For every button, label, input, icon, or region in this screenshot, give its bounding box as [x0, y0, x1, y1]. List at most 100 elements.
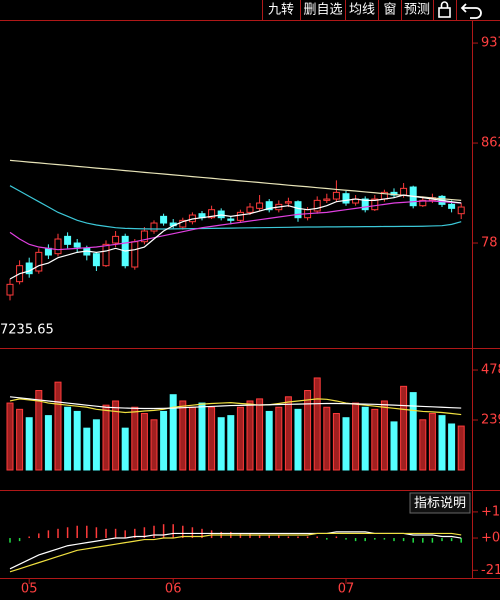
volume-bar: [6, 402, 14, 471]
candle-body: [179, 219, 187, 228]
candle-body: [332, 191, 340, 200]
candle-body: [54, 238, 62, 255]
ma-line: [9, 194, 462, 280]
candle-body: [265, 201, 273, 211]
candle-body: [160, 215, 168, 224]
candle-body: [227, 218, 235, 221]
volume-bar: [64, 406, 72, 471]
candle-body: [208, 209, 216, 219]
ma-line: [9, 532, 462, 573]
candle-body: [131, 241, 139, 268]
candle-body: [112, 235, 120, 244]
lock-icon[interactable]: [438, 1, 451, 18]
x-tick-label: 07: [338, 582, 355, 597]
candle-body: [217, 210, 225, 219]
volume-bar: [419, 419, 427, 471]
button-label[interactable]: 指标说明: [414, 496, 466, 511]
volume-bar: [246, 400, 254, 471]
candle-body: [256, 202, 264, 209]
candle-body: [342, 193, 350, 204]
candle-body: [25, 262, 33, 275]
volume-bar: [188, 406, 196, 471]
volume-bar: [400, 385, 408, 471]
volume-bar: [428, 413, 436, 471]
volume-bar: [35, 390, 43, 471]
volume-bar: [352, 402, 360, 471]
ma-line: [9, 398, 462, 416]
toolbar-button[interactable]: 均线: [349, 3, 375, 18]
toolbar-button[interactable]: 删自选: [303, 3, 342, 18]
volume-bar: [83, 427, 91, 471]
volume-bar: [140, 413, 148, 471]
volume-bar: [304, 390, 312, 471]
volume-bar: [198, 402, 206, 471]
candle-body: [313, 199, 321, 212]
y-tick-label: 937: [481, 36, 500, 51]
y-tick-label: 478: [481, 363, 500, 378]
candle-body: [150, 222, 158, 232]
candle-body: [400, 187, 408, 196]
candle-body: [92, 253, 100, 267]
toolbar: 九转 删自选 均线 窗 预测: [268, 2, 430, 18]
volume-bar: [390, 421, 398, 471]
low-annotation: 7235.65: [0, 323, 54, 338]
frame: [0, 0, 500, 579]
y-tick-label: +0: [481, 531, 500, 546]
volume-bar: [371, 408, 379, 471]
volume-bar: [169, 394, 177, 471]
ma-line: [9, 200, 462, 251]
x-tick-label: 05: [21, 582, 38, 597]
candle-body: [448, 203, 456, 209]
volume-bar: [227, 415, 235, 471]
toolbar-button[interactable]: 窗: [383, 2, 396, 18]
candle-body: [294, 201, 302, 219]
candle-body: [6, 283, 14, 296]
volume-bar: [265, 410, 273, 471]
y-tick-label: +1: [481, 504, 500, 519]
candle-body: [419, 199, 427, 207]
candle-body: [35, 251, 43, 272]
candle-body: [73, 242, 81, 248]
volume-bar: [131, 406, 139, 471]
toolbar-button[interactable]: 预测: [404, 3, 430, 18]
volume-bar: [102, 404, 110, 471]
volume-bar: [342, 417, 350, 471]
candle-body: [102, 243, 110, 267]
volume-bar: [112, 400, 120, 471]
volume-bar: [409, 392, 417, 471]
x-tick-label: 06: [165, 582, 182, 597]
y-tick-label: 78: [481, 236, 498, 251]
candle-body: [236, 211, 244, 221]
candle-body: [246, 206, 254, 213]
ma-line: [9, 159, 462, 201]
volume-bar: [294, 408, 302, 471]
volume-bar: [438, 415, 446, 471]
volume-bar: [457, 425, 465, 471]
volume-bar: [284, 396, 292, 471]
volume-bar: [236, 406, 244, 471]
volume-bar: [92, 419, 100, 471]
candle-body: [457, 206, 465, 215]
volume-bar: [448, 423, 456, 471]
volume-bar: [361, 406, 369, 471]
candle-body: [323, 198, 331, 201]
y-tick-label: 239: [481, 413, 500, 428]
candle-body: [140, 230, 148, 243]
toolbar-button[interactable]: 九转: [268, 3, 294, 18]
candle-body: [284, 201, 292, 204]
volume-bar: [179, 400, 187, 471]
button-frame[interactable]: [409, 492, 471, 514]
volume-bar: [313, 377, 321, 471]
volume-bar: [332, 413, 340, 471]
indicator-button[interactable]: 指标说明: [409, 492, 471, 514]
candle-body: [44, 247, 52, 256]
volume-bar: [121, 427, 129, 471]
volume-bar: [256, 398, 264, 471]
volume-bar: [73, 410, 81, 471]
y-tick-label: 862: [481, 136, 500, 151]
back-icon[interactable]: [460, 3, 482, 19]
y-tick-label: -21: [481, 563, 500, 578]
ma-line: [9, 185, 462, 230]
